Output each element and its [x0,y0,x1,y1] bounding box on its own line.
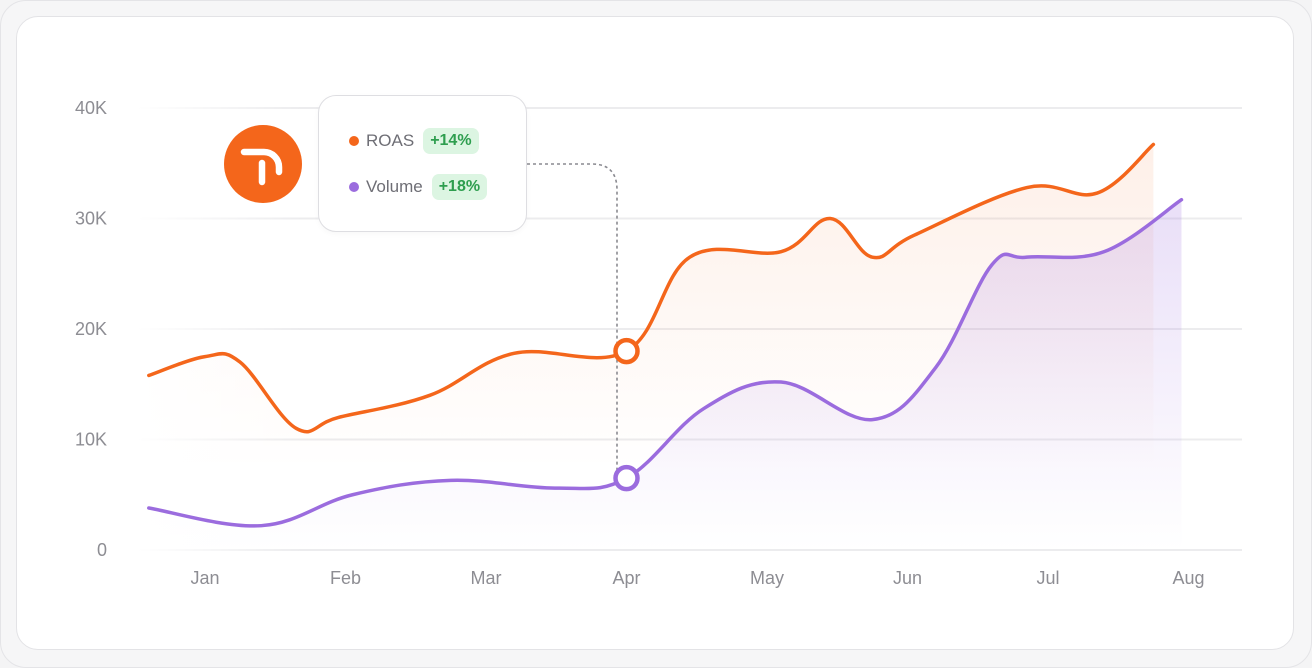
series-line-volume [147,197,1184,528]
y-tick-label: 40K [75,98,107,118]
legend-label-volume: Volume [366,177,423,196]
x-tick-label: Jun [893,568,922,588]
x-axis-ticks: Jan Feb Mar Apr May Jun Jul Aug [190,568,1204,588]
series-area-volume [148,199,1182,550]
highlight-guide [527,163,618,479]
legend-tooltip-box: ROAS +14% Volume +18% [318,95,527,232]
volume-change-badge: +18% [431,174,488,200]
y-tick-label: 30K [75,209,107,229]
highlight-marker-roas [613,337,640,365]
highlight-guide-line [527,163,618,479]
x-tick-label: Feb [330,568,361,588]
legend-item-volume: Volume +18% [349,173,488,201]
y-tick-label: 10K [75,430,107,450]
brand-logo-icon [224,125,302,203]
x-tick-label: Mar [471,568,502,588]
y-tick-label: 0 [97,540,107,560]
roas-dot-icon [349,136,359,146]
series-line-roas [147,142,1156,434]
legend-item-roas: ROAS +14% [349,127,479,155]
series-lines [147,142,1184,528]
highlight-marker-volume [613,464,640,492]
legend-label-roas: ROAS [366,131,415,150]
x-tick-label: Jul [1036,568,1059,588]
roas-change-badge: +14% [423,128,479,154]
x-tick-label: Jan [190,568,219,588]
x-tick-label: Aug [1172,568,1204,588]
x-tick-label: Apr [612,568,640,588]
x-tick-label: May [750,568,784,588]
highlight-markers [613,337,640,492]
y-axis-ticks: 0 10K 20K 30K 40K [75,98,107,560]
y-tick-label: 20K [75,319,107,339]
volume-dot-icon [349,182,359,192]
